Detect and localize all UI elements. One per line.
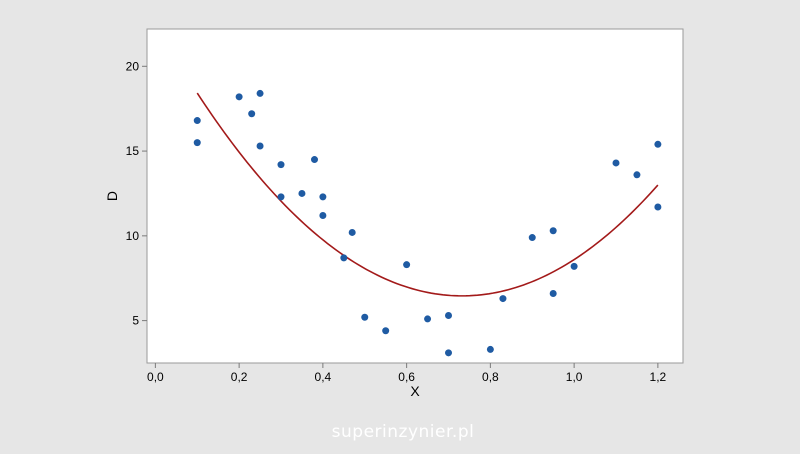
x-axis-label: X bbox=[410, 383, 420, 399]
fit-curve bbox=[196, 92, 659, 297]
data-point bbox=[654, 140, 662, 148]
x-tick-label: 1,2 bbox=[650, 370, 667, 384]
data-point bbox=[348, 228, 356, 236]
data-point bbox=[549, 227, 557, 235]
data-point bbox=[277, 193, 285, 201]
data-point bbox=[633, 171, 641, 179]
x-tick-label: 0,0 bbox=[147, 370, 164, 384]
data-point bbox=[445, 312, 452, 320]
x-tick-label: 0,8 bbox=[482, 370, 499, 384]
y-tick-label: 10 bbox=[126, 229, 140, 243]
y-tick-label: 5 bbox=[132, 314, 139, 328]
data-point bbox=[193, 139, 201, 147]
data-point bbox=[256, 89, 264, 97]
data-point bbox=[311, 156, 318, 164]
data-point bbox=[549, 289, 557, 297]
data-point bbox=[528, 234, 536, 242]
plot-area bbox=[146, 28, 684, 364]
x-axis: 0,0 0,2 0,4 0,6 0,8 1,0 1,2 bbox=[147, 363, 667, 384]
data-points bbox=[193, 89, 662, 357]
x-tick-label: 0,2 bbox=[231, 370, 248, 384]
data-point bbox=[486, 345, 494, 353]
data-point bbox=[248, 110, 256, 118]
data-point bbox=[570, 262, 578, 270]
data-point bbox=[235, 93, 243, 101]
data-point bbox=[256, 142, 264, 150]
data-point bbox=[654, 203, 662, 211]
data-point bbox=[340, 254, 348, 262]
data-point bbox=[424, 315, 432, 323]
x-tick-label: 1,0 bbox=[566, 370, 583, 384]
x-tick-label: 0,6 bbox=[398, 370, 415, 384]
data-point bbox=[445, 349, 452, 357]
data-point bbox=[319, 211, 327, 219]
data-point bbox=[499, 295, 507, 303]
y-axis-label: D bbox=[104, 191, 120, 201]
data-point bbox=[612, 159, 620, 167]
y-axis: 5 10 15 20 bbox=[126, 59, 147, 328]
data-point bbox=[277, 161, 285, 169]
data-point bbox=[298, 189, 306, 197]
data-point bbox=[193, 117, 201, 125]
y-tick-label: 15 bbox=[126, 144, 140, 158]
data-point bbox=[319, 193, 327, 201]
data-point bbox=[361, 313, 369, 321]
data-point bbox=[403, 261, 411, 269]
x-tick-label: 0,4 bbox=[315, 370, 332, 384]
data-point bbox=[382, 327, 390, 335]
watermark: superinzynier.pl bbox=[332, 422, 475, 442]
y-tick-label: 20 bbox=[126, 59, 140, 73]
